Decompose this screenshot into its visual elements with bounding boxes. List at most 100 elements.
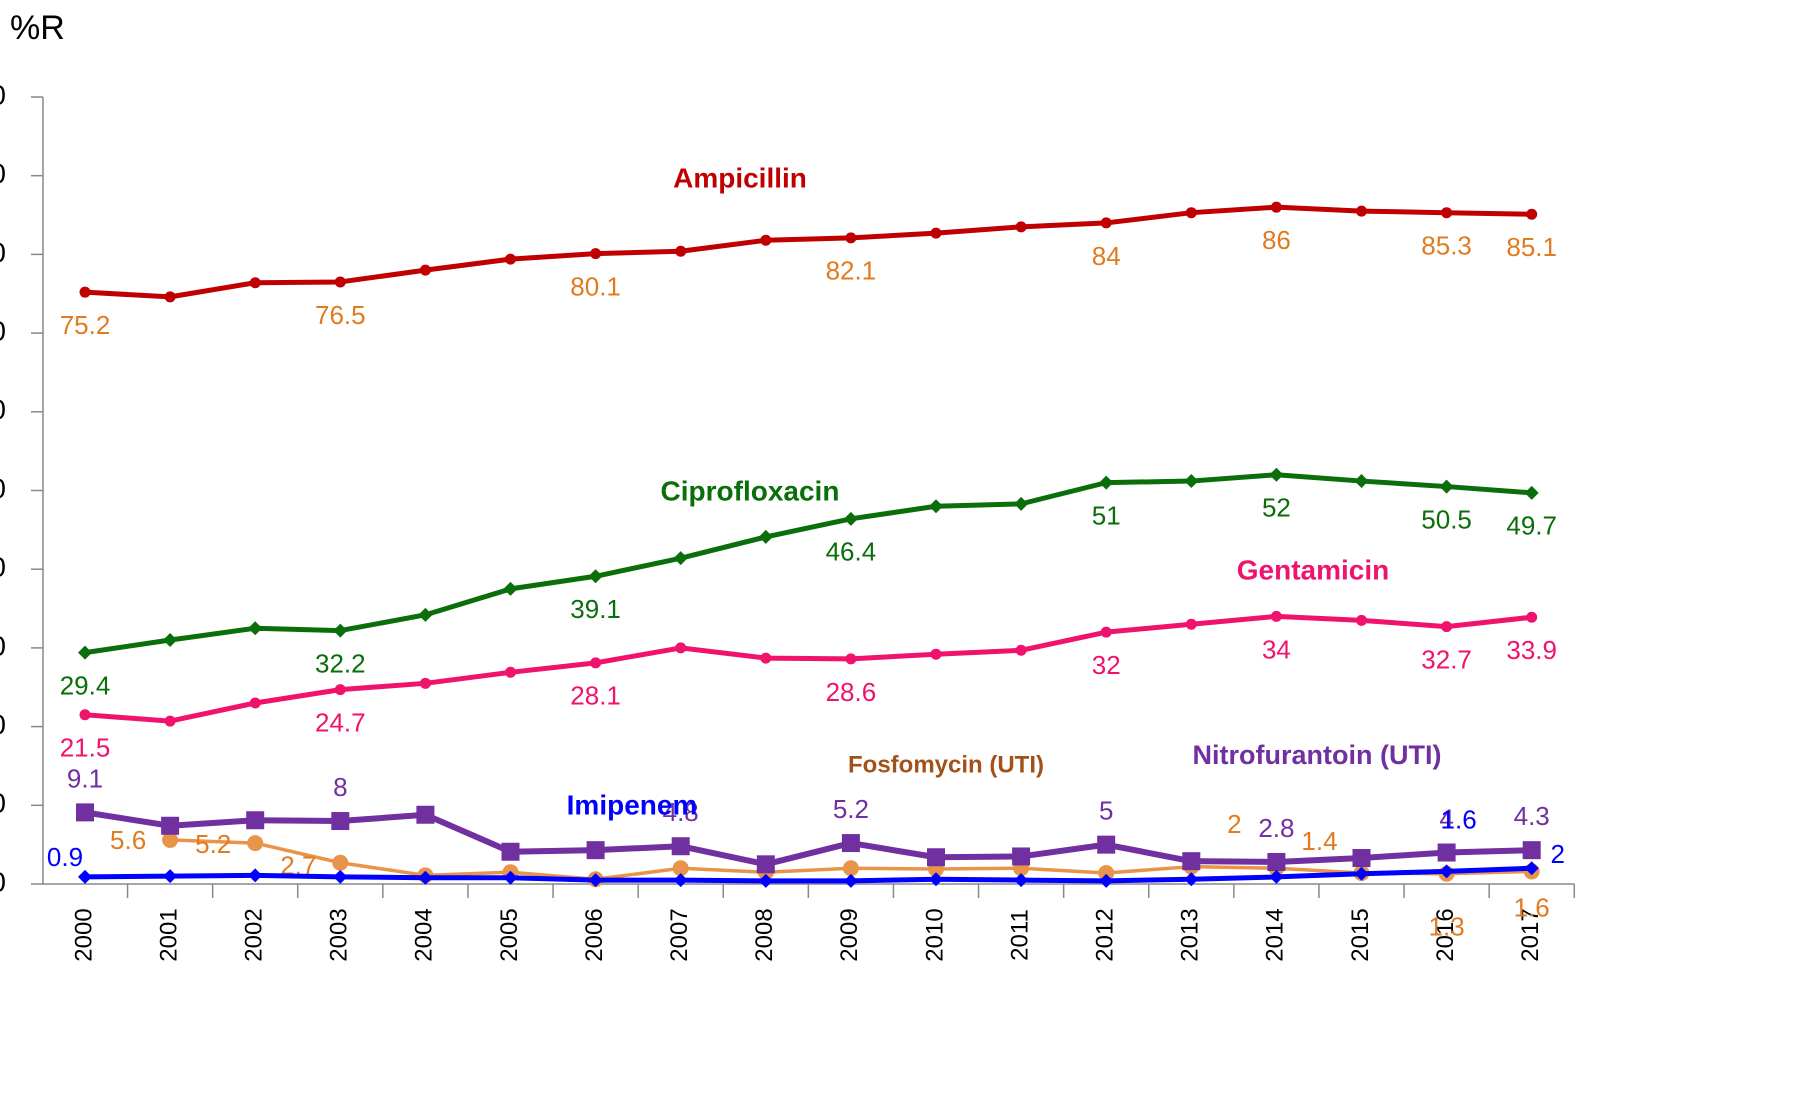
data-label: 24.7	[315, 707, 366, 737]
data-label: 1.6	[1441, 804, 1477, 834]
marker	[505, 253, 516, 265]
data-label: 32.2	[315, 648, 366, 678]
marker	[590, 657, 602, 669]
marker	[1526, 611, 1538, 623]
marker	[841, 834, 860, 853]
data-label: 1.3	[1429, 912, 1465, 942]
series-line	[84, 809, 1532, 868]
data-label: 34	[1262, 634, 1291, 664]
x-tick-label: 2009	[836, 908, 863, 961]
series	[76, 803, 1541, 874]
marker	[1184, 474, 1199, 489]
marker	[1524, 861, 1539, 876]
x-tick-label: 2007	[666, 908, 693, 961]
marker	[843, 873, 858, 888]
data-label: 39.1	[570, 594, 621, 624]
series	[79, 610, 1538, 727]
marker	[1097, 835, 1116, 854]
marker	[756, 855, 775, 874]
y-tick-label: 100	[0, 79, 6, 110]
marker	[1524, 485, 1539, 500]
marker	[419, 677, 431, 689]
marker	[163, 869, 178, 884]
y-tick-label: 80	[0, 237, 6, 268]
y-tick-label: 30	[0, 630, 6, 661]
x-tick-label: 2004	[411, 908, 438, 961]
data-label: 29.4	[60, 670, 111, 700]
marker	[930, 648, 942, 660]
y-tick-label: 70	[0, 315, 6, 346]
marker	[1270, 201, 1282, 213]
marker	[760, 652, 772, 664]
series	[79, 201, 1538, 303]
marker	[590, 248, 602, 260]
data-label: 85.3	[1421, 231, 1472, 261]
marker	[845, 653, 857, 665]
data-label: 51	[1092, 501, 1121, 531]
marker	[331, 812, 350, 831]
marker	[76, 803, 94, 822]
marker	[1184, 872, 1199, 887]
marker	[1014, 873, 1029, 888]
marker	[1354, 474, 1369, 489]
marker	[1439, 864, 1454, 879]
marker	[1014, 496, 1029, 511]
marker	[760, 234, 772, 246]
marker	[79, 286, 91, 298]
data-label: 2	[1550, 839, 1564, 869]
marker	[162, 831, 179, 848]
marker	[588, 873, 603, 888]
marker	[675, 245, 687, 257]
x-tick-label: 2001	[155, 908, 182, 961]
data-label: 8	[333, 772, 347, 802]
x-tick-label: 2000	[70, 908, 97, 961]
marker	[1185, 207, 1197, 219]
marker	[416, 805, 435, 824]
series-name: Fosfomycin (UTI)	[848, 751, 1044, 778]
data-label: 5.6	[110, 825, 146, 855]
data-label: 21.5	[60, 733, 111, 763]
marker	[1269, 869, 1284, 884]
data-label: 84	[1092, 241, 1121, 271]
data-label: 32.7	[1421, 645, 1472, 675]
marker	[930, 227, 942, 239]
x-tick-label: 2006	[581, 908, 608, 961]
data-label: 76.5	[315, 300, 366, 330]
marker	[1522, 841, 1541, 860]
marker	[1270, 610, 1282, 622]
marker	[1100, 626, 1112, 638]
marker	[1356, 205, 1367, 217]
y-tick-label: 40	[0, 552, 6, 583]
marker	[78, 869, 92, 884]
series-name: Nitrofurantoin (UTI)	[1193, 740, 1442, 770]
series-line	[84, 613, 1532, 724]
x-tick-label: 2013	[1177, 908, 1204, 961]
marker	[758, 529, 773, 544]
marker	[333, 869, 348, 884]
data-label: 5.2	[833, 794, 869, 824]
y-tick-label: 60	[0, 394, 6, 425]
marker	[1099, 873, 1114, 888]
marker	[249, 697, 261, 709]
marker	[418, 870, 433, 885]
data-label: 28.1	[570, 681, 621, 711]
chart-title: %R	[10, 9, 65, 47]
marker	[675, 642, 687, 654]
y-tick-label: 50	[0, 473, 6, 504]
data-label: 32	[1092, 650, 1121, 680]
marker	[334, 276, 346, 288]
data-label: 85.1	[1506, 232, 1557, 262]
marker	[758, 873, 773, 888]
marker	[79, 709, 91, 721]
series-name: Ciprofloxacin	[661, 475, 840, 506]
series-name: Imipenem	[567, 789, 698, 820]
x-tick-label: 2002	[241, 908, 268, 961]
marker	[1012, 847, 1031, 866]
data-label: 2.8	[1258, 813, 1294, 843]
marker	[1098, 864, 1115, 881]
y-tick-label: 90	[0, 158, 6, 189]
data-label: 5.2	[195, 829, 231, 859]
data-label: 49.7	[1506, 511, 1557, 541]
marker	[164, 291, 176, 303]
data-label: 75.2	[60, 310, 111, 340]
